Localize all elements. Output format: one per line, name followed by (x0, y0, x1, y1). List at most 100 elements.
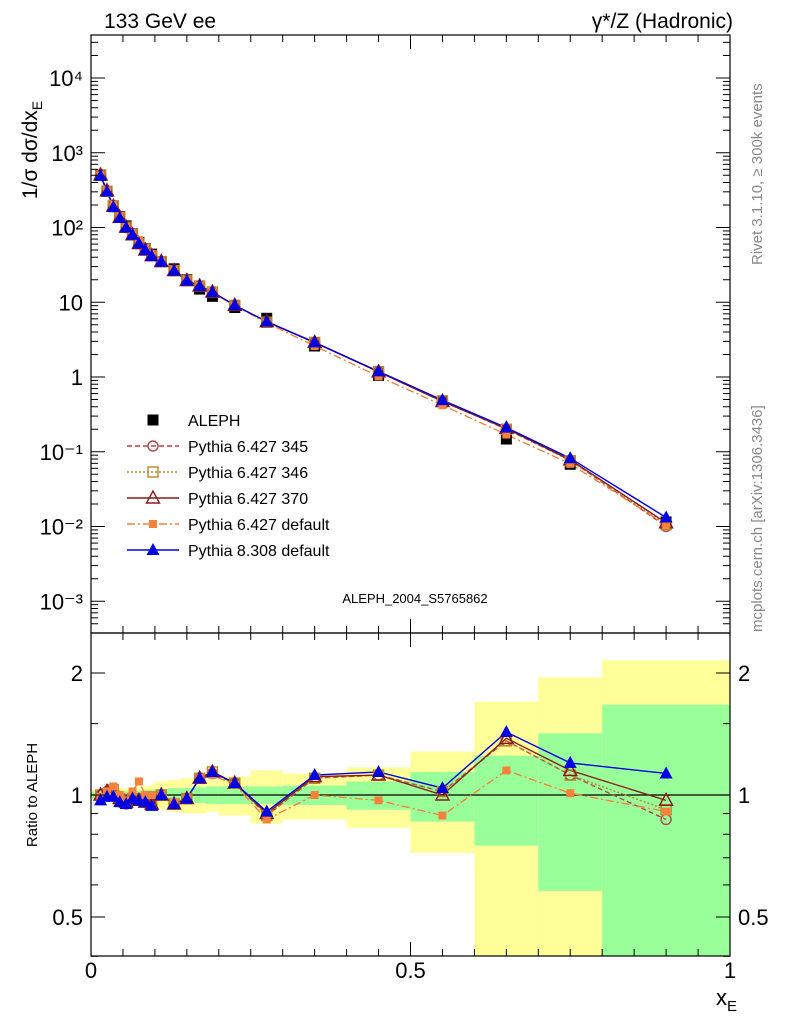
ratio-point-s4-21 (659, 766, 673, 779)
legend-label-0: ALEPH (188, 413, 240, 430)
band-inner-22 (602, 704, 730, 956)
legend-label-4: Pythia 6.427 default (188, 517, 330, 534)
y-tick-label: 10 (59, 290, 83, 315)
ratio-point-s3-20 (566, 789, 575, 798)
legend-marker-3 (145, 489, 161, 504)
ratio-uncertainty-bands (91, 660, 730, 956)
ratio-panel: 0.5 0.5 1 1 2 2 (52, 632, 769, 957)
main-axis-ticks: 10⁻³ 10⁻² 10⁻¹ 1 10 10² 10³ 10⁴ (40, 35, 731, 633)
ratio-point-s3-5 (128, 787, 137, 796)
ratio-y-tick-label: 1 (71, 783, 83, 808)
data-point-s0-19 (500, 433, 512, 445)
ratio-point-s4-9 (154, 788, 168, 800)
ratio-point-s4-18 (435, 781, 449, 794)
ratio-y-tick-label: 2 (71, 661, 83, 686)
ratio-point-s4-0 (94, 793, 108, 806)
data-point-s5-18 (435, 393, 449, 406)
ratio-point-s4-12 (193, 771, 207, 784)
legend-marker-4 (149, 520, 157, 528)
ratio-point-s2-18 (434, 786, 451, 801)
data-point-s5-8 (145, 249, 159, 262)
ratio-axis-ticks: 0.5 0.5 1 1 2 2 (52, 633, 769, 957)
ratio-point-s3-8 (147, 791, 156, 799)
data-point-s4-21 (662, 520, 671, 529)
ratio-y-tick-label: 0.5 (52, 905, 83, 930)
ratio-point-s3-3 (115, 791, 124, 799)
data-point-s5-0 (94, 168, 108, 181)
main-series-lines (99, 174, 667, 528)
data-point-s5-4 (119, 220, 133, 233)
data-point-s5-3 (113, 210, 127, 223)
ratio-point-s2-19 (498, 729, 515, 745)
legend-label-1: Pythia 6.427 345 (188, 439, 308, 456)
data-point-s5-6 (132, 236, 146, 249)
data-point-s4-18 (438, 401, 447, 410)
main-series-markers (92, 166, 674, 533)
ratio-series-markers (92, 725, 674, 826)
legend-label-5: Pythia 8.308 default (188, 543, 330, 560)
ratio-point-s4-7 (138, 795, 152, 808)
ratio-y-tick-label-right: 1 (738, 783, 750, 808)
legend-marker-0 (147, 414, 159, 426)
ratio-point-s4-13 (205, 764, 219, 777)
header-left: 133 GeV ee (104, 10, 216, 33)
x-tick-label: 0 (85, 958, 97, 983)
data-point-s5-7 (138, 243, 152, 256)
ratio-point-s3-6 (134, 777, 143, 786)
data-point-s5-2 (106, 200, 120, 213)
ratio-ylabel: Ratio to ALEPH (24, 743, 41, 847)
series-line-2 (99, 174, 667, 526)
data-point-s5-9 (154, 254, 168, 267)
ratio-point-s3-17 (374, 796, 383, 805)
ratio-point-s4-15 (260, 804, 274, 817)
data-point-s5-1 (100, 184, 114, 197)
main-ylabel: 1/σ dσ/dxE (19, 101, 45, 199)
rivet-label: Rivet 3.1.10, ≥ 300k events (749, 83, 766, 265)
legend-label-2: Pythia 6.427 346 (188, 465, 308, 482)
legend: ALEPH Pythia 6.427 345 Pythia 6.427 346 Pyt… (127, 413, 330, 560)
data-point-s5-20 (563, 451, 577, 464)
legend-label-3: Pythia 6.427 370 (188, 491, 308, 508)
data-point-s5-10 (167, 263, 181, 276)
ratio-point-s3-16 (310, 791, 319, 799)
y-tick-label: 10⁻² (40, 515, 83, 540)
x-tick-label: 1 (724, 958, 736, 983)
data-point-s4-20 (566, 459, 575, 468)
data-point-s5-14 (228, 298, 242, 311)
x-tick-label: 0.5 (395, 958, 426, 983)
ratio-point-s4-14 (228, 776, 242, 789)
y-tick-label: 1 (71, 365, 83, 390)
series-line-4 (99, 174, 667, 526)
ratio-point-s3-2 (109, 782, 118, 791)
x-axis-label: xE (716, 985, 737, 1015)
data-point-s5-11 (180, 273, 194, 286)
main-panel: 10⁻³ 10⁻² 10⁻¹ 1 10 10² 10³ 10⁴ ALEPH_2004_S576… (40, 34, 731, 634)
ratio-point-s4-10 (167, 797, 181, 810)
data-point-s5-13 (205, 285, 219, 298)
y-tick-label: 10⁴ (49, 66, 83, 91)
ratio-point-s4-2 (106, 789, 120, 802)
ratio-point-s4-20 (563, 755, 577, 768)
ratio-y-tick-label-right: 0.5 (738, 905, 769, 930)
ratio-point-s3-7 (141, 791, 150, 799)
y-tick-label: 10⁻³ (40, 589, 83, 614)
series-line-1 (99, 174, 667, 528)
ratio-point-s3-15 (262, 815, 271, 824)
ratio-point-s2-21 (658, 791, 674, 807)
ratio-point-s4-19 (499, 725, 513, 738)
x-tick-labels: 0 0.5 1 (85, 958, 736, 983)
ratio-point-s4-8 (145, 798, 159, 811)
data-point-s5-19 (499, 420, 513, 433)
ratio-point-s4-16 (308, 768, 322, 781)
data-point-s5-12 (193, 278, 207, 291)
ratio-point-s2-20 (562, 761, 578, 777)
data-point-s5-15 (260, 314, 274, 327)
legend-marker-5 (146, 543, 160, 555)
data-point-s5-21 (659, 510, 673, 523)
legend-marker-2 (147, 466, 159, 478)
ratio-point-s3-18 (438, 811, 447, 820)
legend-marker-1 (147, 440, 159, 452)
data-point-s5-17 (372, 364, 386, 377)
ratio-point-s4-4 (119, 797, 133, 810)
